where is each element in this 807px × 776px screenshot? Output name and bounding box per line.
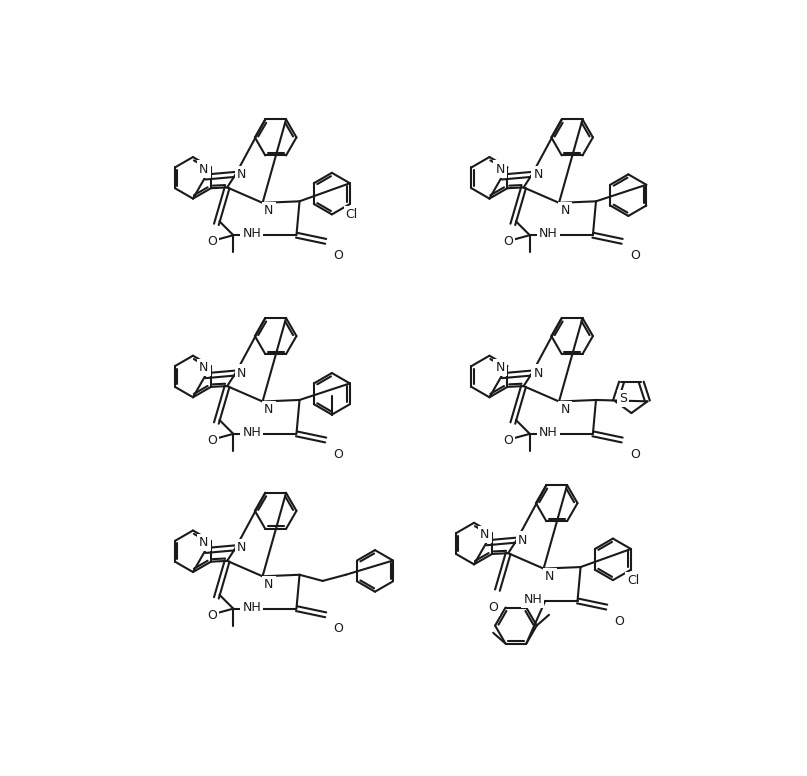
Text: O: O [207,434,217,447]
Text: N: N [264,204,274,217]
Text: O: O [504,235,513,248]
Text: NH: NH [523,593,542,606]
Text: O: O [333,448,343,461]
Text: NH: NH [539,227,558,240]
Text: Cl: Cl [627,573,639,587]
Text: N: N [264,403,274,416]
Text: N: N [237,366,247,379]
Text: N: N [546,570,554,583]
Text: N: N [561,403,570,416]
Text: N: N [480,528,490,541]
Text: N: N [561,204,570,217]
Text: N: N [199,361,208,374]
Text: O: O [488,601,498,614]
Text: O: O [630,448,640,461]
Text: NH: NH [539,426,558,438]
Text: S: S [619,392,627,404]
Text: NH: NH [242,426,261,438]
Text: O: O [333,622,343,636]
Text: O: O [333,249,343,262]
Text: NH: NH [242,601,261,614]
Text: N: N [264,578,274,591]
Text: N: N [533,366,543,379]
Text: O: O [207,608,217,622]
Text: N: N [199,162,208,175]
Text: N: N [495,162,505,175]
Text: Cl: Cl [345,208,358,221]
Text: O: O [614,615,625,628]
Text: N: N [237,168,247,181]
Text: N: N [495,361,505,374]
Text: N: N [533,168,543,181]
Text: NH: NH [242,227,261,240]
Text: O: O [504,434,513,447]
Text: N: N [237,542,247,554]
Text: O: O [207,235,217,248]
Text: N: N [518,534,528,546]
Text: N: N [199,536,208,549]
Text: O: O [630,249,640,262]
